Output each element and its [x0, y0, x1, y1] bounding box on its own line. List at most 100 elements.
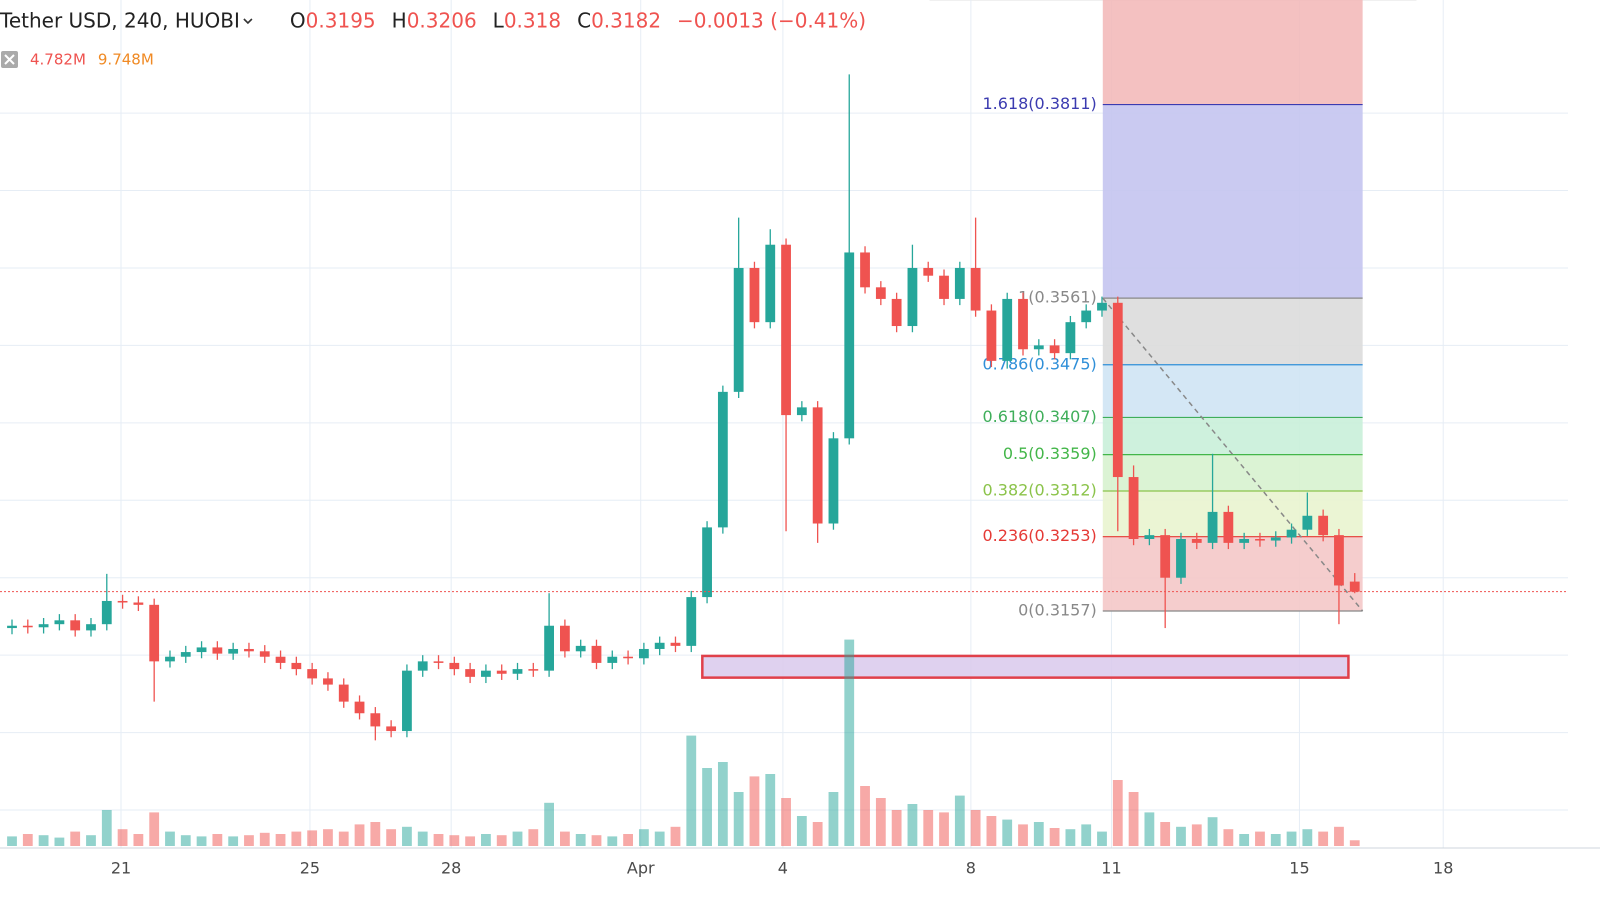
- volume-bar: [560, 831, 570, 846]
- volume-bar: [259, 832, 270, 846]
- x-tick-label: 11: [1101, 859, 1121, 878]
- candle-body: [1049, 345, 1060, 354]
- volume-bar: [228, 836, 239, 846]
- candle-body: [354, 701, 365, 714]
- candle-body: [575, 645, 586, 652]
- candle-body: [417, 661, 428, 671]
- volume-bar: [1176, 826, 1186, 846]
- volume-bar: [180, 835, 191, 846]
- x-tick-label: 18: [1433, 859, 1453, 878]
- candle-body: [1239, 539, 1250, 543]
- volume-bar: [860, 786, 870, 846]
- volume-bar: [733, 792, 744, 846]
- volume-bar: [1349, 840, 1360, 846]
- volume-bar: [939, 812, 949, 846]
- volume-bar: [1223, 829, 1234, 846]
- legend-text: H: [392, 9, 407, 33]
- candle-body: [433, 661, 444, 663]
- volume-bar: [654, 831, 665, 846]
- fib-label: 0.786(0.3475): [983, 354, 1097, 373]
- fib-zone: [1102, 417, 1363, 455]
- fib-label: 0(0.3157): [1018, 601, 1097, 620]
- candle-body: [954, 267, 965, 299]
- volume-bar: [70, 831, 81, 846]
- candle-body: [275, 656, 286, 663]
- volume-bar: [670, 826, 681, 846]
- candle-body: [7, 625, 17, 629]
- volume-bar: [323, 829, 333, 846]
- fib-zone: [1102, 0, 1363, 105]
- candle-body: [196, 647, 207, 653]
- volume-bar: [402, 826, 412, 846]
- legend-text: 0.3182: [591, 9, 661, 33]
- volume-bar: [433, 834, 444, 846]
- volume-bar: [481, 834, 491, 846]
- candle-body: [244, 648, 254, 652]
- candle-body: [1302, 515, 1313, 530]
- volume-bar: [986, 816, 997, 846]
- candle-body: [512, 669, 523, 674]
- legend-text: 0.3206: [407, 9, 477, 33]
- legend-text: 0.318: [504, 9, 561, 33]
- volume-bar: [749, 776, 760, 846]
- volume-bar: [575, 834, 586, 846]
- volume-bar: [354, 824, 365, 846]
- volume-bar: [781, 798, 791, 846]
- candle-body: [465, 669, 476, 677]
- candle-body: [1160, 535, 1171, 578]
- volume-bar: [7, 836, 17, 846]
- x-tick-label: 28: [441, 859, 461, 878]
- legend-text: O: [290, 9, 306, 33]
- candle-body: [86, 624, 96, 631]
- volume-bar: [1255, 831, 1265, 846]
- volume-bar: [1334, 826, 1344, 846]
- volume-bar: [970, 810, 981, 846]
- volume-bar: [702, 768, 712, 846]
- legend-text: L: [493, 9, 505, 33]
- volume-bar: [101, 810, 112, 846]
- candle-body: [970, 267, 981, 311]
- volume-bar: [1318, 831, 1329, 846]
- candle-body: [1223, 511, 1234, 543]
- volume-bar: [891, 810, 902, 846]
- volume-bar: [1302, 829, 1313, 846]
- fib-label: 1.618(0.3811): [983, 94, 1097, 113]
- candle-body: [1112, 302, 1123, 478]
- candle-body: [291, 662, 302, 670]
- candle-body: [828, 438, 839, 524]
- volume-bar: [1002, 819, 1013, 846]
- candle-body: [860, 252, 870, 288]
- fib-zone: [1102, 104, 1363, 299]
- candle-body: [702, 527, 712, 598]
- candle-body: [338, 684, 349, 702]
- volume-bar: [1097, 831, 1107, 846]
- fib-trend: [1102, 297, 1364, 612]
- candle-body: [796, 407, 807, 416]
- candle-body: [1128, 477, 1139, 540]
- legend-text: Tether USD, 240, HUOBI: [0, 9, 240, 33]
- volume-bar: [828, 792, 839, 846]
- volume-bar: [133, 834, 144, 846]
- volume-bar: [1144, 812, 1155, 846]
- volume-bar: [1081, 824, 1092, 846]
- candle-body: [717, 391, 728, 528]
- candle-body: [1349, 581, 1360, 592]
- candle-body: [891, 298, 902, 327]
- candle-body: [1270, 537, 1281, 541]
- volume-bar: [528, 829, 539, 846]
- candle-body: [1033, 345, 1044, 350]
- volume-bar: [1270, 834, 1281, 846]
- volume-bar: [449, 835, 460, 846]
- candle-body: [481, 670, 491, 677]
- legend-text: 9.748M: [98, 51, 154, 69]
- candle-body: [149, 604, 160, 662]
- volume-bar: [370, 822, 381, 846]
- x-tick-label: 21: [111, 859, 131, 878]
- candle-body: [117, 600, 128, 603]
- dropdown-icon[interactable]: [243, 18, 253, 25]
- candle-body: [370, 713, 381, 727]
- close-icon-x: [4, 54, 15, 65]
- candle-body: [591, 645, 602, 663]
- candle-body: [1176, 539, 1186, 578]
- volume-bar: [512, 831, 523, 846]
